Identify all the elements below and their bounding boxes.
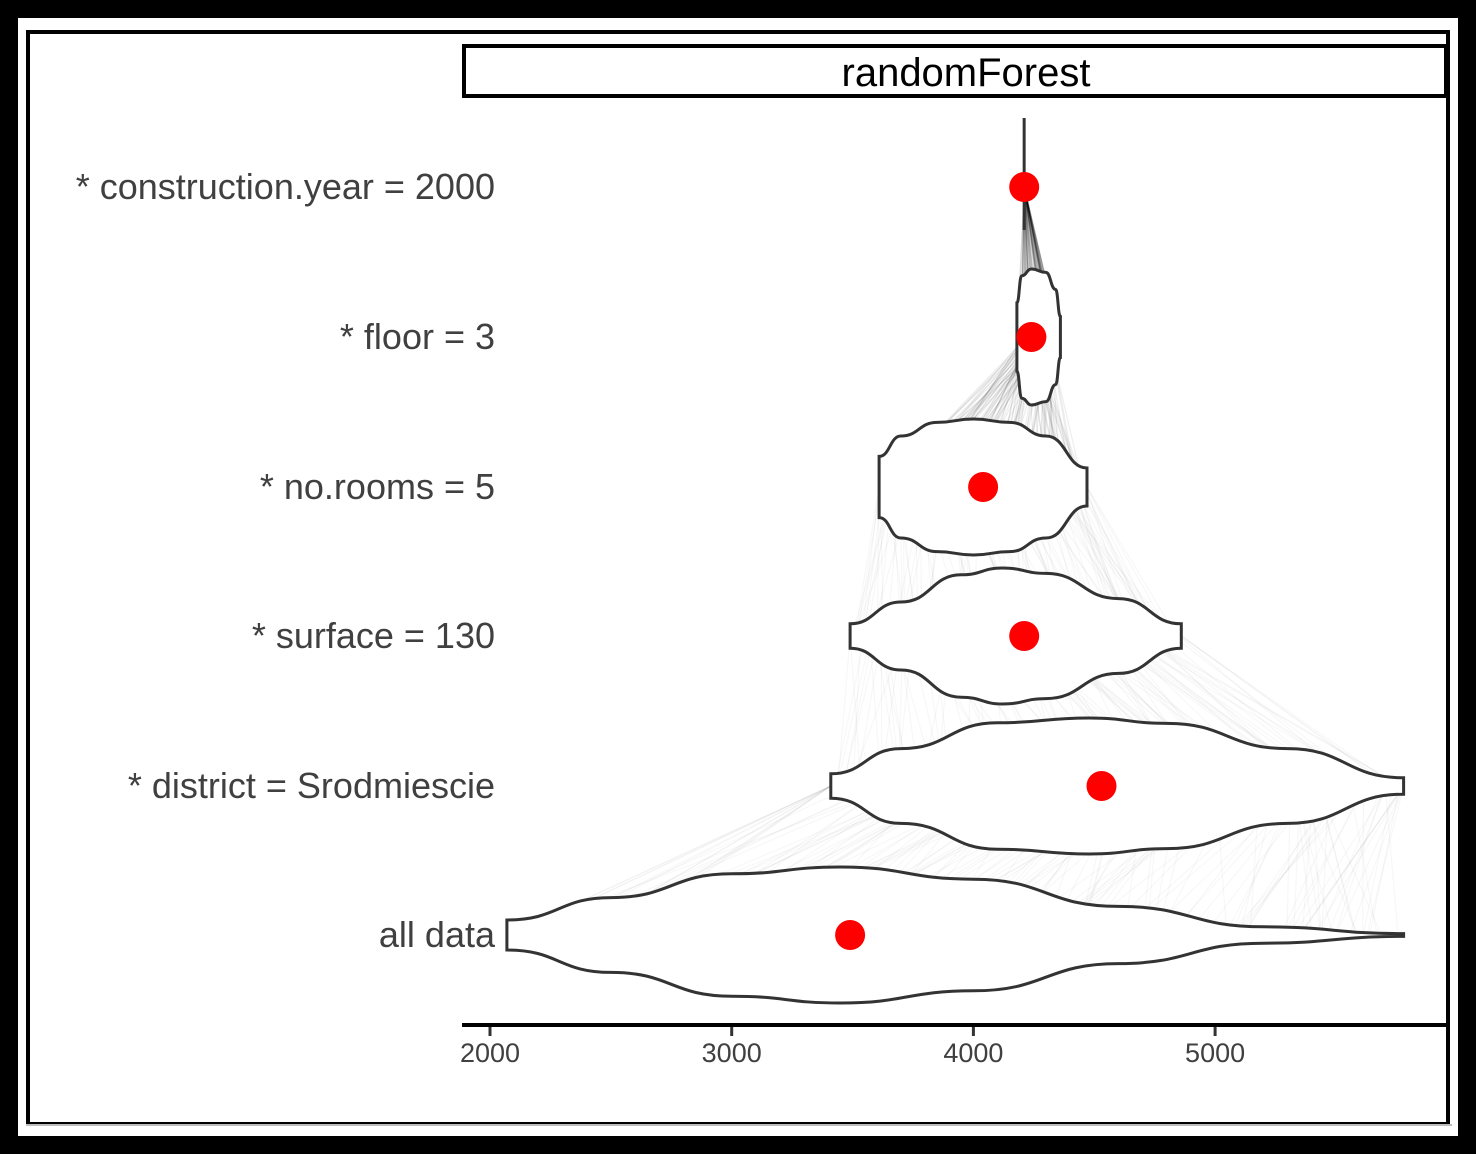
- violin-shape: [505, 865, 1406, 1005]
- y-axis-label: * floor = 3: [340, 316, 495, 357]
- x-tick-label: 4000: [943, 1038, 1003, 1068]
- bottom-rule: [26, 1124, 1452, 1126]
- mean-point: [968, 472, 999, 502]
- y-axis-labels: * construction.year = 2000 * floor = 3 * n…: [76, 166, 496, 955]
- x-tick-label: 5000: [1185, 1038, 1245, 1068]
- mean-point: [1086, 771, 1117, 801]
- connector-line: [1385, 786, 1398, 935]
- y-axis-label: * no.rooms = 5: [260, 466, 495, 507]
- y-axis-label: * district = Srodmiescie: [128, 765, 495, 806]
- x-tick-label: 2000: [460, 1038, 520, 1068]
- mean-point: [1009, 172, 1040, 202]
- facet-strip: [462, 44, 1448, 98]
- y-axis-label: * construction.year = 2000: [76, 166, 495, 207]
- mean-points: [835, 172, 1117, 950]
- x-axis-ticks: 2000 3000 4000 5000: [460, 1027, 1245, 1068]
- violin-shape: [829, 716, 1406, 856]
- y-axis-label: * surface = 130: [252, 615, 495, 656]
- x-tick-label: 3000: [702, 1038, 762, 1068]
- facet-strip-label: randomForest: [842, 51, 1091, 95]
- mean-point: [1016, 322, 1047, 352]
- mean-point: [1009, 621, 1040, 651]
- y-axis-label: all data: [379, 914, 496, 955]
- mean-point: [835, 920, 866, 950]
